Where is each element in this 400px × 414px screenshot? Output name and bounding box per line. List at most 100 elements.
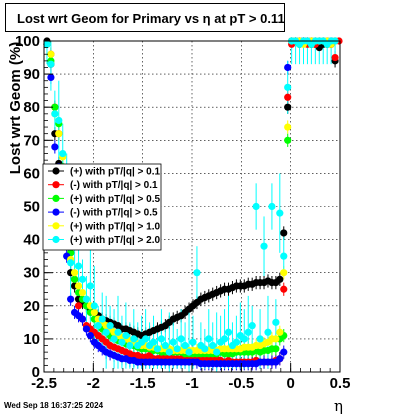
data-point [90,308,98,317]
data-point [181,341,189,350]
x-axis-title: η [334,397,343,414]
data-point [260,242,268,250]
data-point [51,143,59,151]
legend-label: (+) with pT/|q| > 0.1 [70,167,160,178]
legend-label: (+) with pT/|q| > 0.5 [70,194,160,205]
axes: -2.5 -2 -1.5 -1 -0.5 0 0.5 0 10 20 30 40 50 60 70 80 90 1… [15,33,350,392]
data-point [280,229,288,237]
data-point [90,302,98,310]
data-point [276,328,284,336]
data-point [51,103,59,111]
data-point [284,93,292,101]
y-tick-label: 0 [32,364,40,381]
y-tick-label: 90 [23,66,40,83]
data-point [201,345,209,353]
data-point [284,123,292,131]
data-point [86,331,94,340]
data-point [47,50,55,58]
data-point [118,338,126,346]
data-point [67,295,75,303]
data-point [74,262,83,270]
legend-marker [52,167,60,175]
data-point [82,325,91,333]
data-point [331,53,339,62]
data-point [130,335,138,343]
data-point [43,40,51,48]
data-point [55,116,63,125]
data-point [272,318,280,326]
data-point [272,335,280,343]
x-tick-label: -2.5 [31,375,57,392]
data-point [94,322,102,330]
data-point [173,345,181,353]
legend-label: (+) with pT/|q| > 2.0 [70,235,160,246]
data-point [67,259,75,267]
title-box [5,3,285,32]
data-point [189,338,197,346]
legend-marker [52,208,60,216]
data-point [232,338,240,346]
y-tick-label: 100 [15,33,40,50]
y-tick-label: 20 [23,298,40,315]
data-point [220,335,229,343]
data-point [114,328,122,336]
data-point [193,269,201,277]
data-point [70,269,79,277]
data-point [169,338,177,346]
legend-marker [52,194,60,202]
data-point [78,288,87,297]
data-point [82,295,91,303]
data-point [284,103,292,111]
data-point [264,328,272,336]
data-point [47,60,55,68]
data-point [59,149,67,158]
title-text: Lost wrt Geom for Primary vs η at pT > 0… [17,11,285,26]
legend-label: (-) with pT/|q| > 0.5 [70,208,158,219]
data-point [165,348,173,356]
legend: (+) with pT/|q| > 0.1 (-) with pT/|q| > 0… [42,163,162,251]
legend-box [42,163,162,251]
legend-marker [52,181,60,189]
y-tick-label: 50 [23,199,40,216]
data-point [74,282,83,290]
data-point [185,348,193,356]
data-point [284,63,292,72]
data-point [240,335,248,343]
data-point [268,202,276,211]
data-point [276,275,284,283]
data-point [205,335,213,343]
legend-label: (+) with pT/|q| > 1.0 [70,221,160,232]
legend-marker [52,235,60,244]
data-point [177,335,185,343]
y-axis-title: Lost wrt Geom (%) [7,42,24,175]
y-tick-label: 60 [23,165,40,182]
x-tick-label: -1 [185,375,198,392]
x-tick-label: -1.5 [130,375,156,392]
x-tick-label: -0.5 [228,375,254,392]
data-point [280,252,288,260]
x-tick-label: 0 [286,375,294,392]
data-point [110,335,118,343]
data-point [149,338,158,346]
data-point [284,83,292,91]
data-point [272,345,280,353]
data-point [51,110,59,118]
data-point [256,335,264,343]
data-point [122,331,130,340]
data-point [78,275,87,283]
y-tick-label: 70 [23,132,40,149]
legend-marker [52,222,60,230]
data-point [161,341,169,350]
data-point [276,209,284,217]
data-point [153,345,162,353]
data-point [102,328,110,336]
data-point [70,275,79,283]
data-point [276,355,284,363]
data-point [280,348,288,356]
data-point [284,136,292,144]
data-point [248,322,256,330]
y-tick-label: 10 [23,331,40,348]
data-point [78,315,87,323]
data-point [280,285,288,293]
